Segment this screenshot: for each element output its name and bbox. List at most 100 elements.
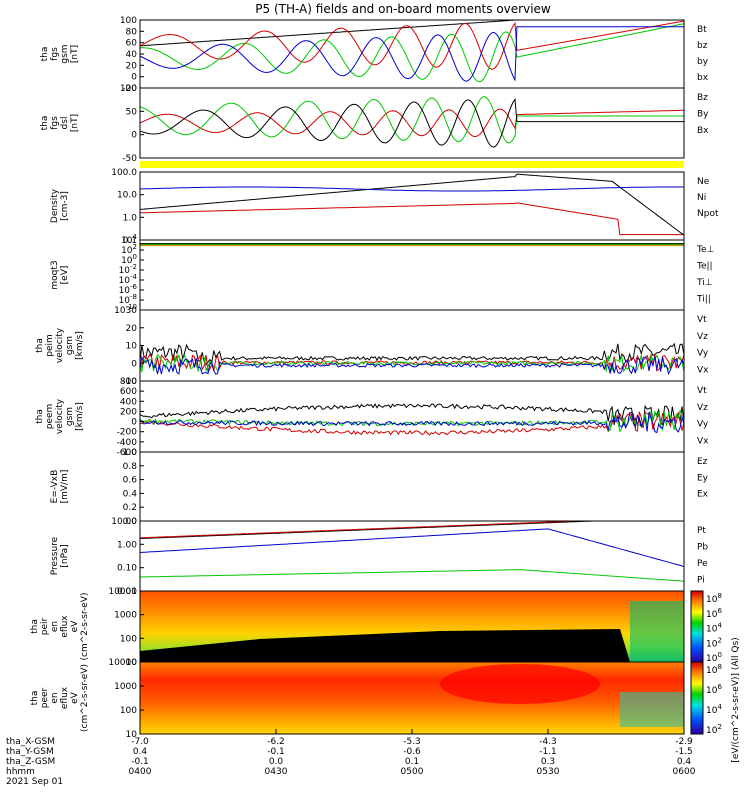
legend-label: Pe — [697, 559, 708, 569]
y-axis-label: gsm — [60, 44, 70, 63]
legend-label: Te⊥ — [696, 245, 715, 255]
footer-date: 2021 Sep 01 — [6, 777, 63, 787]
y-tick-label: 1000 — [114, 611, 137, 621]
colorbar-tick-label: 104 — [706, 622, 722, 635]
y-axis-label: (cm^2-s-sr-eV) — [80, 664, 90, 732]
y-tick-label: 10-6 — [119, 283, 138, 296]
y-axis-label: eflux — [60, 686, 70, 709]
y-tick-label: 0 — [131, 418, 137, 428]
colorbar-tick-label: 106 — [706, 607, 722, 620]
y-axis-label: gsm — [65, 336, 75, 355]
panel-4: Vt Vz Vy Vx 30 20 10 0 -10 tha peim velocity gsm [km/… — [35, 306, 709, 387]
y-tick-label: 0 — [131, 131, 137, 141]
colorbar-tick-label: 100 — [706, 651, 722, 664]
legend-label: Ez — [697, 457, 708, 467]
y-tick-label: -20 — [122, 84, 137, 94]
y-tick-label: 104 — [121, 233, 137, 246]
y-tick-label: 102 — [121, 243, 137, 256]
y-axis-label: Pressure — [50, 536, 60, 575]
y-tick-label: 10-10 — [114, 303, 137, 316]
y-axis-label: [cm-3] — [60, 191, 70, 221]
y-tick-label: -10 — [122, 377, 137, 387]
footer-value: 0.3 — [541, 757, 555, 767]
colorbar — [690, 661, 704, 735]
axis-box — [139, 520, 685, 592]
y-axis-label: tha — [30, 619, 40, 634]
y-tick-label: 10 — [126, 730, 138, 740]
y-tick-label: 100 — [120, 84, 137, 94]
y-tick-label: 0 — [131, 73, 137, 83]
colorbar — [690, 590, 704, 663]
legend-label: Pi — [697, 576, 705, 586]
panel-2: Ne Ni Npot 100.0 10.0 1.0 0.1 Density [cm-3] — [50, 168, 719, 246]
y-tick-label: 100 — [120, 16, 137, 26]
y-tick-label: 30 — [126, 306, 138, 316]
y-axis-label: Density — [50, 188, 60, 223]
footer-row-label: tha_X-GSM — [6, 737, 55, 747]
y-tick-label: 800 — [120, 377, 137, 387]
y-tick-label: 10-4 — [119, 273, 138, 286]
panel-9: 10000 1000 100 10 tha peer en eflux eV (cm^2-s-sr… — [30, 658, 722, 740]
y-axis-label: [mV/m] — [60, 470, 70, 504]
footer-value: -7.0 — [131, 737, 149, 747]
legend-label: bz — [697, 41, 708, 51]
y-tick-label: 50 — [126, 107, 138, 117]
series-line-Pt — [139, 520, 684, 539]
series-line-Bz — [139, 108, 684, 137]
legend-label: By — [697, 110, 709, 120]
legend-label: Vy — [697, 420, 709, 430]
footer-row-label: hhmm — [6, 767, 35, 777]
y-tick-label: 10 — [126, 658, 138, 668]
legend-label: Npot — [697, 209, 719, 219]
y-tick-label: -600 — [117, 448, 138, 458]
footer-value: 0.4 — [677, 757, 692, 767]
y-tick-label: 10 — [126, 342, 138, 352]
footer-value: -2.9 — [675, 737, 693, 747]
y-tick-label: 0.8 — [123, 462, 138, 472]
legend-label: Ni — [697, 193, 706, 203]
y-tick-label: 10000 — [108, 658, 137, 668]
y-tick-label: 0.4 — [123, 489, 138, 499]
y-tick-label: 100 — [120, 706, 137, 716]
y-axis-label: eV — [70, 620, 80, 633]
footer-row-label: tha_Z-GSM — [6, 757, 55, 767]
colorbar-tick-label: 102 — [706, 636, 722, 649]
colorbar-tick-label: 106 — [706, 683, 722, 696]
panel-1: Bz By Bx 100 50 0 -50 tha fgs dsl [nT] — [40, 84, 709, 168]
y-tick-label: 40 — [126, 50, 138, 60]
series-line-Pe — [140, 569, 685, 582]
y-axis-label: [nT] — [70, 114, 80, 132]
y-tick-label: 0.01 — [117, 587, 137, 597]
y-axis-label: fgs — [50, 116, 60, 130]
y-tick-label: 10-2 — [119, 263, 137, 276]
footer-value: -1.5 — [675, 747, 693, 757]
y-axis-label: moqt3 — [50, 260, 60, 289]
y-tick-label: -400 — [117, 438, 138, 448]
y-axis-label: peem — [45, 404, 55, 430]
y-axis-label: tha — [40, 47, 50, 62]
y-tick-label: 20 — [126, 61, 138, 71]
footer-value: 0530 — [537, 767, 560, 777]
footer-row-label: tha_Y-GSM — [6, 747, 54, 757]
y-axis-label: tha — [35, 409, 45, 424]
legend-label: Bt — [697, 25, 707, 35]
colorbar-tick-label: 108 — [706, 663, 722, 676]
footer-value: -5.3 — [403, 737, 421, 747]
y-axis-label: E=-VxB — [50, 470, 60, 504]
legend-label: Vz — [697, 332, 708, 342]
colorbar-tick-label: 102 — [706, 723, 722, 736]
y-tick-label: 1.00 — [117, 540, 137, 550]
series-line-bz — [139, 20, 685, 70]
y-tick-label: 100 — [121, 253, 137, 266]
legend-label: Te|| — [696, 262, 713, 272]
colorbar-tick-label: 108 — [706, 592, 722, 605]
series-line-Vx — [139, 355, 685, 375]
legend-label: Ex — [697, 490, 709, 500]
y-axis-label: peer — [40, 687, 50, 708]
y-tick-label: 60 — [126, 39, 138, 49]
footer-value: -1.1 — [539, 747, 557, 757]
